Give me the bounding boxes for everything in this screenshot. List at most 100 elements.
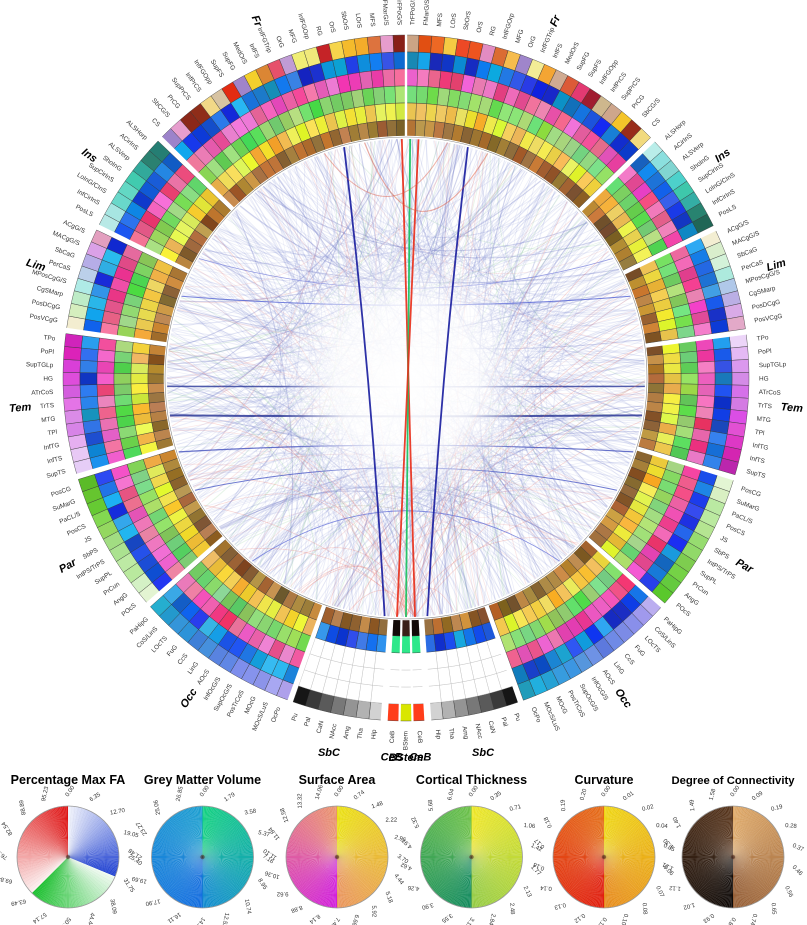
svg-text:CS: CS [150,117,161,128]
svg-text:MOcG: MOcG [243,695,257,715]
svg-text:0.74: 0.74 [748,913,757,925]
svg-text:CeB: CeB [381,752,403,764]
svg-text:19.05: 19.05 [123,830,140,839]
svg-text:MFS: MFS [436,13,444,27]
svg-text:0.37: 0.37 [791,843,805,854]
svg-text:12.70: 12.70 [110,808,126,817]
svg-text:PosDCgG: PosDCgG [751,299,781,312]
svg-text:13.32: 13.32 [297,793,303,809]
svg-text:SbOrS: SbOrS [463,11,473,31]
svg-text:0.11: 0.11 [596,916,608,925]
svg-text:Hip: Hip [370,729,378,740]
svg-text:19.69: 19.69 [131,875,148,884]
svg-text:NAcc: NAcc [474,723,484,740]
svg-text:HG: HG [43,376,53,383]
svg-text:SupTS: SupTS [746,468,767,480]
svg-text:44.44: 44.44 [86,912,95,925]
svg-text:1.79: 1.79 [223,792,237,804]
svg-text:SupPL: SupPL [699,570,719,587]
svg-text:TPo: TPo [43,334,56,342]
svg-text:63.49: 63.49 [10,897,26,906]
svg-text:Ins: Ins [713,146,733,165]
svg-text:Percentage Max FA: Percentage Max FA [11,773,126,787]
svg-text:RG: RG [314,25,323,36]
svg-text:2.22: 2.22 [385,818,397,824]
svg-text:14.32: 14.32 [192,916,206,925]
svg-text:MFG: MFG [287,29,298,45]
svg-text:5.18: 5.18 [384,891,394,905]
svg-text:0.18: 0.18 [543,815,554,829]
svg-text:InfFGOrp: InfFGOrp [296,13,310,41]
svg-text:PerCaS: PerCaS [48,259,71,273]
svg-text:Pal: Pal [500,716,509,727]
svg-text:0.04: 0.04 [656,823,669,830]
svg-text:PosLS: PosLS [718,204,738,219]
svg-text:LOrS: LOrS [449,13,458,29]
svg-text:0.08: 0.08 [641,903,648,916]
svg-text:0.19: 0.19 [771,804,784,813]
svg-text:PosLS: PosLS [74,204,94,219]
svg-text:BStem: BStem [403,731,410,750]
svg-text:0.13: 0.13 [553,901,566,910]
svg-text:POcS: POcS [120,602,137,618]
svg-text:Ins: Ins [79,146,99,165]
svg-text:TPl: TPl [47,429,58,437]
svg-text:0.35: 0.35 [490,790,504,802]
svg-text:0.09: 0.09 [751,790,765,802]
svg-text:PaCL/S: PaCL/S [730,511,753,526]
svg-text:76.19: 76.19 [0,846,9,860]
svg-text:SuMarG: SuMarG [735,498,760,513]
svg-text:SbCaG: SbCaG [54,246,76,260]
svg-text:CaN: CaN [316,720,326,734]
svg-text:SupFS: SupFS [587,58,603,78]
svg-text:InfTG: InfTG [43,442,60,452]
svg-text:AOcS: AOcS [196,668,211,686]
svg-text:SupFS: SupFS [209,58,225,78]
svg-text:PrCun: PrCun [102,581,121,597]
svg-text:POcS: POcS [674,602,691,618]
svg-text:InfTG: InfTG [752,442,769,452]
svg-text:Amg: Amg [343,725,352,740]
svg-text:17.90: 17.90 [144,897,160,906]
svg-text:1.58: 1.58 [709,788,718,801]
svg-text:Tem: Tem [780,401,803,415]
svg-text:0.20: 0.20 [580,788,589,801]
svg-text:PoPl: PoPl [758,348,772,356]
svg-text:OcPo: OcPo [270,706,282,724]
svg-text:OrS: OrS [327,21,336,34]
svg-text:InfFGOrp: InfFGOrp [502,12,516,40]
svg-text:0.07: 0.07 [654,885,665,899]
svg-text:TrTS: TrTS [40,402,54,410]
svg-text:MACgG/S: MACgG/S [731,230,760,247]
svg-text:0.56: 0.56 [783,885,794,899]
svg-text:MTG: MTG [41,416,56,425]
svg-text:MFG: MFG [514,29,525,45]
svg-text:25.06: 25.06 [153,799,162,815]
svg-text:8.95: 8.95 [256,878,268,892]
svg-text:CgSMarp: CgSMarp [748,285,776,298]
svg-text:3.58: 3.58 [244,808,257,816]
svg-text:CeB: CeB [416,731,423,744]
svg-text:3.55: 3.55 [440,912,454,924]
svg-text:SbOrS: SbOrS [339,11,349,31]
svg-text:TrFPoG/S: TrFPoG/S [395,0,403,25]
svg-text:Grey Matter Volume: Grey Matter Volume [144,773,261,787]
svg-text:1.02: 1.02 [682,901,695,910]
svg-text:Amg: Amg [460,726,469,741]
svg-text:FuG: FuG [633,644,646,658]
svg-text:4.44: 4.44 [392,873,404,886]
svg-text:50.79: 50.79 [57,916,71,925]
svg-text:PosCG: PosCG [740,486,762,499]
svg-text:Tha: Tha [447,728,455,740]
svg-text:6.35: 6.35 [89,792,103,804]
svg-text:88.89: 88.89 [19,799,28,815]
svg-text:1.40: 1.40 [672,815,683,829]
svg-text:11.84: 11.84 [268,825,282,841]
svg-text:0.84: 0.84 [724,916,736,925]
svg-text:0.28: 0.28 [785,823,798,830]
svg-text:LinG: LinG [187,661,201,676]
svg-text:6.66: 6.66 [350,913,359,925]
svg-text:PrCG: PrCG [631,94,647,111]
svg-text:SupTGLp: SupTGLp [759,361,787,369]
svg-text:PosDCgG: PosDCgG [31,299,61,312]
